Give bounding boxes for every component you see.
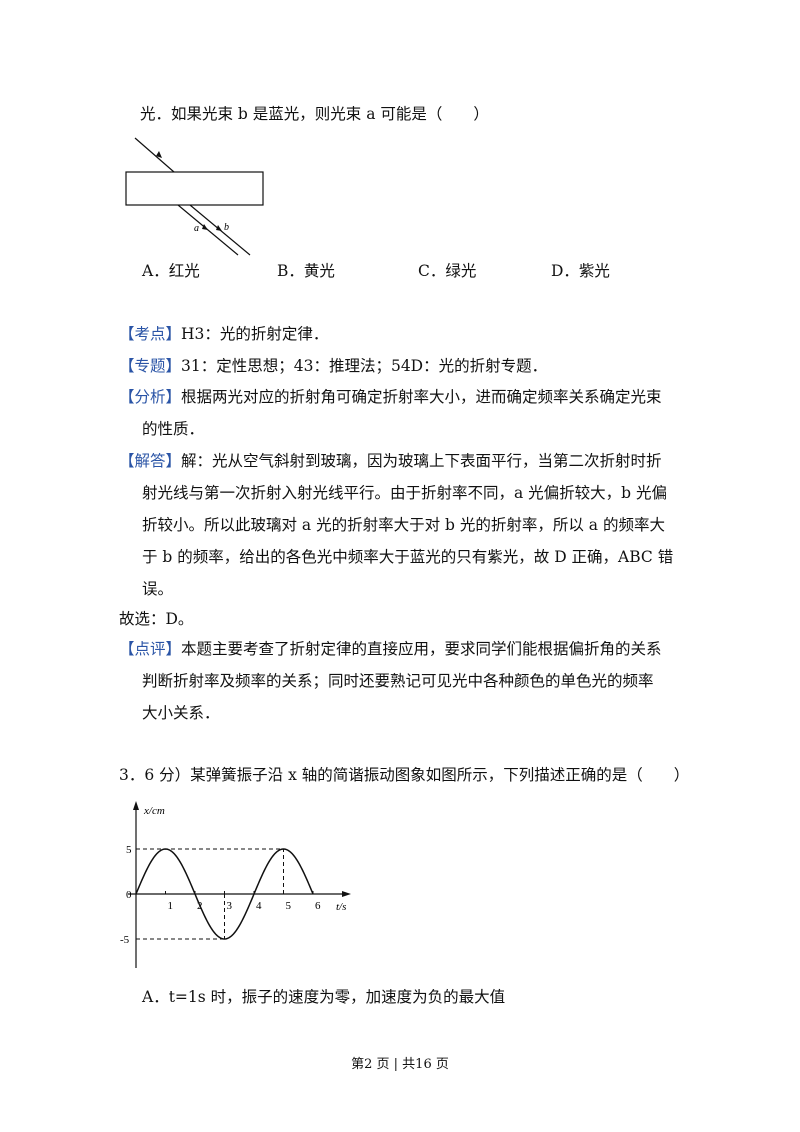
y-tick-label: -5 [120,934,130,946]
zhuanti-row: 【专题】31：定性思想；43：推理法；54D：光的折射专题． [119,356,547,376]
q2-stem-tail: 光．如果光束 b 是蓝光，则光束 a 可能是（ ） [140,105,489,123]
jieda-line4: 于 b 的频率，给出的各色光中频率大于蓝光的只有紫光，故 D 正确，ABC 错 [142,548,674,566]
x-tick-label: 4 [256,900,262,912]
ray-b-label: b [224,222,229,233]
fenxi-row: 【分析】根据两光对应的折射角可确定折射率大小，进而确定频率关系确定光束 [119,387,662,407]
answer: 故选：D。 [119,610,194,628]
incident-arrow [156,151,162,158]
fenxi-line2: 的性质． [142,420,205,438]
zhuanti-tag: 【专题】 [119,357,182,375]
oscillation-curve [135,848,314,940]
kaodian-tag: 【考点】 [119,325,182,343]
jieda-line2: 射光线与第一次折射入射光线平行。由于折射率不同，a 光偏折较大，b 光偏 [142,484,668,502]
y-axis-arrow [133,801,139,810]
option-b: B．黄光 [277,262,335,280]
page-footer: 第2 页 | 共16 页 [351,1057,449,1072]
ray-b-arrow [216,225,222,231]
x-axis-label: t/s [336,901,346,913]
y-tick-label: 5 [126,844,132,856]
fenxi-tag: 【分析】 [119,388,182,406]
dianping-line1: 本题主要考查了折射定律的直接应用，要求同学们能根据偏折角的关系 [181,640,662,658]
kaodian-text: H3：光的折射定律． [181,325,329,343]
x-axis-arrow [342,891,351,897]
x-tick-label: 5 [286,900,292,912]
q3-option-a: A．t=1s 时，振子的速度为零，加速度为负的最大值 [142,988,506,1006]
oscillation-chart: x/cm t/s 1 2 3 4 5 6 5 0 -5 [118,798,358,977]
fenxi-line1: 根据两光对应的折射角可确定折射率大小，进而确定频率关系确定光束 [181,388,662,406]
option-d: D．紫光 [551,262,610,280]
jieda-line3: 折较小。所以此玻璃对 a 光的折射率大于对 b 光的折射率，所以 a 的频率大 [142,516,665,534]
jieda-line1: 解：光从空气斜射到玻璃，因为玻璃上下表面平行，当第二次折射时折 [181,452,662,470]
jieda-tag: 【解答】 [119,452,182,470]
refraction-diagram: a b [118,130,278,260]
option-c: C．绿光 [418,262,477,280]
y-tick-label: 0 [126,889,132,901]
dianping-line3: 大小关系． [142,704,220,722]
kaodian-row: 【考点】H3：光的折射定律． [119,324,328,344]
zhuanti-text: 31：定性思想；43：推理法；54D：光的折射专题． [181,357,548,375]
dianping-row: 【点评】本题主要考查了折射定律的直接应用，要求同学们能根据偏折角的关系 [119,639,662,659]
dianping-tag: 【点评】 [119,640,182,658]
dianping-line2: 判断折射率及频率的关系；同时还要熟记可见光中各种颜色的单色光的频率 [142,672,654,690]
ray-a-label: a [194,223,199,234]
glass-slab [125,171,264,206]
ray-a-arrow [202,224,208,230]
x-tick-label: 6 [315,900,321,912]
y-axis-label: x/cm [143,805,165,817]
option-a: A．红光 [142,262,200,280]
jieda-row: 【解答】解：光从空气斜射到玻璃，因为玻璃上下表面平行，当第二次折射时折 [119,451,662,471]
x-tick-label: 1 [168,900,174,912]
incident-ray [134,137,175,173]
q3-stem: 3．6 分）某弹簧振子沿 x 轴的简谐振动图象如图所示，下列描述正确的是（ ） [119,766,690,784]
x-tick-label: 3 [227,900,233,912]
jieda-line5: 误。 [142,580,174,598]
